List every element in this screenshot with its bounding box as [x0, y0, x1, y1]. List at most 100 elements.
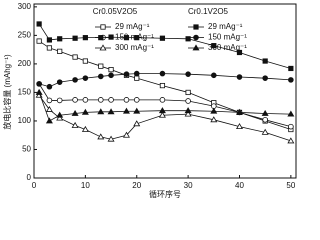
- marker: [82, 75, 89, 81]
- marker: [56, 111, 64, 118]
- marker: [122, 131, 130, 138]
- marker: [81, 108, 89, 115]
- series-line: [38, 95, 291, 142]
- marker: [133, 107, 141, 114]
- legend-label: 29 mAg⁻¹: [208, 22, 243, 31]
- marker: [45, 117, 53, 124]
- y-axis-label: 放电比容量 (mAhg⁻¹): [2, 54, 12, 130]
- legend-label: 29 mAg⁻¹: [115, 22, 150, 31]
- chart: 放电比容量 (mAhg⁻¹) 循环序号 0 50 100 150 200 250 300 0 1…: [2, 2, 297, 199]
- marker: [36, 38, 42, 44]
- marker: [98, 35, 104, 41]
- y-tick-label: 150: [18, 88, 32, 97]
- y-tick-label: 50: [22, 145, 31, 154]
- legend-title: Cr0.05V2O5: [93, 7, 138, 16]
- marker: [193, 24, 199, 30]
- marker: [36, 81, 42, 87]
- y-tick-label: 0: [27, 173, 32, 182]
- marker: [46, 97, 53, 104]
- marker: [72, 35, 78, 41]
- legend-label: 300 mAg⁻¹: [208, 43, 247, 52]
- marker: [107, 135, 115, 142]
- page: {"chart_data": {"type": "line", "x_label…: [2, 1, 297, 200]
- marker: [184, 107, 192, 114]
- marker: [97, 73, 104, 80]
- series-line: [38, 23, 291, 69]
- marker: [185, 36, 191, 42]
- marker: [46, 83, 53, 90]
- marker: [108, 97, 114, 103]
- marker: [100, 24, 106, 30]
- marker: [158, 111, 166, 118]
- x-tick-label: 20: [132, 181, 141, 190]
- marker: [57, 36, 63, 42]
- marker: [134, 35, 140, 41]
- marker: [159, 35, 166, 41]
- marker: [123, 35, 130, 41]
- marker: [82, 97, 89, 103]
- marker: [123, 97, 130, 103]
- marker: [193, 34, 199, 41]
- marker: [262, 58, 268, 64]
- marker: [35, 88, 43, 95]
- marker: [122, 107, 130, 114]
- x-tick-label: 30: [184, 181, 193, 190]
- y-tick-label: 250: [18, 30, 32, 39]
- marker: [45, 105, 53, 112]
- legend-label: 300 mAg⁻¹: [115, 43, 154, 52]
- marker: [236, 74, 243, 80]
- marker: [97, 108, 105, 115]
- marker: [184, 110, 192, 117]
- marker: [211, 72, 217, 79]
- marker: [108, 72, 114, 79]
- marker: [133, 97, 140, 103]
- x-tick-label: 40: [235, 181, 244, 190]
- marker: [56, 97, 63, 104]
- marker: [185, 98, 191, 104]
- marker: [159, 97, 166, 103]
- marker: [71, 109, 79, 116]
- marker: [107, 108, 115, 115]
- marker: [133, 120, 141, 127]
- marker: [159, 70, 166, 77]
- marker: [82, 35, 88, 41]
- marker: [56, 79, 63, 85]
- marker: [192, 44, 200, 51]
- marker: [287, 110, 295, 117]
- marker: [99, 44, 107, 51]
- marker: [185, 71, 191, 77]
- marker: [261, 109, 269, 116]
- marker: [185, 89, 191, 96]
- marker: [46, 37, 53, 43]
- marker: [57, 48, 63, 54]
- marker: [123, 71, 130, 77]
- marker: [261, 128, 269, 135]
- marker: [108, 34, 114, 40]
- marker: [46, 45, 53, 51]
- marker: [288, 123, 294, 130]
- marker: [262, 75, 268, 81]
- marker: [133, 70, 140, 77]
- marker: [210, 116, 218, 123]
- marker: [82, 58, 88, 64]
- marker: [287, 137, 295, 144]
- y-tick-label: 300: [18, 2, 32, 11]
- x-axis-label: 循环序号: [149, 189, 181, 199]
- plot-frame: [33, 3, 297, 179]
- series-line: [38, 83, 291, 128]
- marker: [72, 97, 78, 103]
- marker: [72, 54, 78, 60]
- x-tick-label: 0: [32, 181, 37, 190]
- marker: [262, 117, 268, 123]
- marker: [211, 43, 217, 49]
- marker: [288, 77, 294, 83]
- x-tick-label: 50: [286, 181, 295, 190]
- marker: [98, 63, 104, 69]
- marker: [210, 107, 218, 114]
- marker: [81, 125, 89, 132]
- marker: [97, 133, 105, 140]
- legend-title: Cr0.1V2O5: [188, 7, 229, 16]
- legend-label: 150 mAg⁻¹: [208, 33, 247, 42]
- marker: [159, 82, 166, 89]
- y-tick-label: 200: [18, 59, 32, 68]
